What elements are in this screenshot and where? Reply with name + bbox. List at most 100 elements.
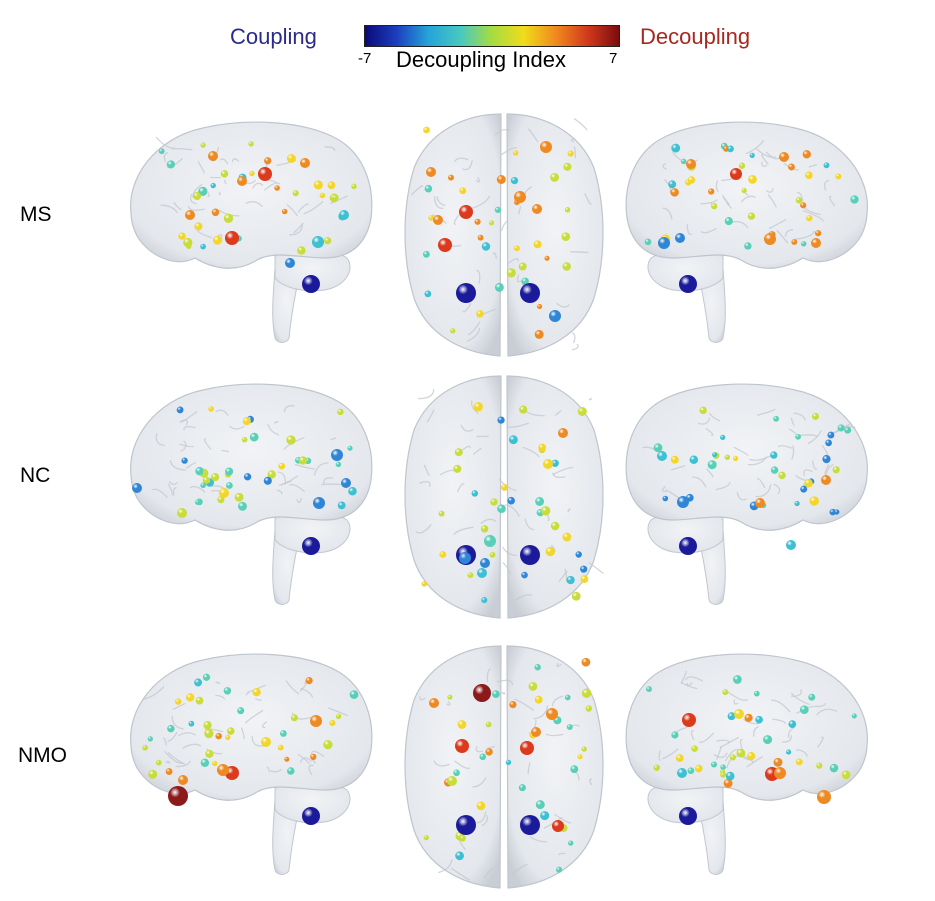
brain-node — [510, 176, 519, 185]
brain-node — [736, 748, 746, 758]
brain-node — [319, 192, 326, 199]
brain-node — [720, 764, 726, 770]
brain-node — [844, 426, 852, 434]
brain-node — [562, 532, 572, 542]
brain-node — [286, 154, 296, 163]
brain-node — [501, 483, 508, 491]
brain-node — [727, 145, 734, 153]
brain-node — [341, 478, 351, 488]
brain-node — [811, 412, 820, 420]
brain-node — [556, 866, 563, 873]
brain-node — [292, 190, 299, 197]
brain-node — [298, 456, 308, 465]
brain-node — [175, 698, 182, 705]
brain-node — [550, 172, 560, 182]
brain-node — [823, 162, 830, 169]
brain-node — [459, 552, 471, 564]
colorbar-min-label: -7 — [358, 50, 372, 67]
brain-node — [212, 235, 223, 245]
brain-node — [562, 262, 571, 271]
brain-node — [568, 840, 574, 846]
brain-node — [450, 328, 456, 334]
brain-node — [675, 754, 684, 762]
brain-node — [489, 551, 496, 558]
brain-node — [755, 715, 763, 724]
brain-node — [675, 233, 685, 243]
brain-node — [241, 436, 248, 443]
brain-node — [302, 537, 320, 555]
brain-node — [479, 753, 487, 761]
brain-dorsal-ms — [404, 113, 604, 357]
brain-node — [779, 152, 789, 162]
brain-node — [203, 721, 212, 730]
brain-node — [335, 461, 342, 468]
brain-node — [800, 485, 808, 493]
brain-node — [668, 180, 677, 189]
brain-node — [433, 215, 443, 225]
brain-node — [646, 686, 652, 693]
brain-node — [506, 268, 516, 278]
brain-node — [786, 540, 796, 550]
brain-node — [535, 800, 545, 810]
brain-right-lateral-nc — [625, 383, 868, 605]
brain-node — [302, 807, 320, 825]
brain-node — [518, 262, 527, 271]
brain-node — [653, 764, 660, 771]
brain-node — [795, 196, 803, 204]
brain-node — [476, 310, 484, 318]
brain-node — [194, 678, 203, 687]
brain-node — [313, 497, 325, 509]
brain-node — [459, 205, 473, 219]
brain-node — [335, 713, 342, 720]
brain-node — [748, 175, 757, 184]
brain-node — [581, 688, 592, 698]
brain-node — [532, 204, 542, 214]
brain-node — [520, 815, 540, 835]
brain-node — [331, 449, 343, 461]
brain-node — [822, 455, 831, 464]
brain-node — [489, 220, 495, 226]
brain-node — [323, 739, 333, 750]
brain-node — [540, 506, 551, 516]
brain-node — [267, 470, 276, 479]
brain-node — [310, 753, 317, 761]
brain-node — [252, 688, 261, 697]
brain-node — [473, 402, 483, 412]
brain-node — [834, 509, 840, 515]
brain-node — [223, 687, 232, 695]
brain-node — [741, 187, 747, 194]
brain-node — [454, 448, 463, 457]
brain-node — [533, 240, 542, 249]
brain-node — [513, 245, 520, 252]
brain-node — [763, 735, 773, 745]
brain-node — [827, 431, 835, 439]
brain-node — [423, 126, 430, 134]
brain-node — [687, 176, 696, 184]
brain-node — [733, 675, 742, 684]
brain-node — [837, 424, 845, 432]
brain-node — [811, 238, 821, 248]
brain-node — [481, 597, 488, 604]
brain-node — [200, 243, 206, 250]
brain-node — [456, 815, 476, 835]
brain-node — [297, 246, 306, 255]
brain-node — [580, 575, 589, 584]
brain-node — [540, 141, 552, 153]
brain-node — [474, 218, 481, 225]
brain-node — [770, 451, 778, 459]
brain-node — [552, 820, 564, 832]
brain-node — [211, 473, 220, 482]
brain-node — [148, 769, 158, 779]
brain-node — [261, 737, 271, 747]
brain-node — [285, 258, 295, 268]
brain-node — [178, 775, 188, 785]
brain-node — [448, 174, 454, 181]
brain-node — [429, 698, 439, 708]
brain-node — [808, 693, 816, 701]
brain-node — [749, 152, 755, 159]
brain-node — [200, 142, 206, 148]
coupling-label: Coupling — [230, 24, 317, 49]
brain-node — [841, 770, 851, 780]
brain-node — [205, 749, 214, 758]
brain-node — [829, 763, 839, 773]
